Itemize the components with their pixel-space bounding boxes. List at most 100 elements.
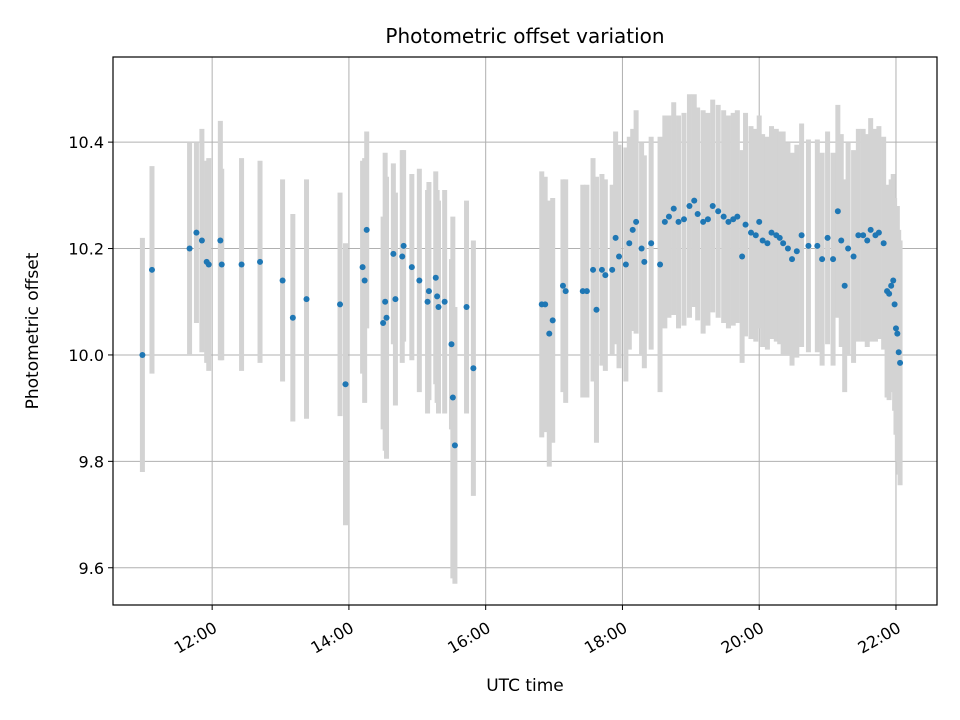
- data-point: [725, 218, 732, 225]
- data-point: [776, 234, 783, 241]
- data-point: [657, 261, 664, 268]
- data-point: [742, 221, 749, 228]
- data-point: [432, 274, 439, 281]
- data-point: [864, 237, 871, 244]
- data-point: [704, 216, 711, 223]
- data-point: [629, 226, 636, 233]
- data-point: [579, 288, 586, 295]
- data-point: [441, 298, 448, 305]
- data-point: [359, 264, 366, 271]
- data-point: [891, 301, 898, 308]
- data-point: [780, 240, 787, 247]
- data-point: [768, 229, 775, 236]
- data-point: [888, 282, 895, 289]
- data-point: [748, 229, 755, 236]
- data-point: [814, 242, 821, 249]
- chart-title: Photometric offset variation: [385, 24, 664, 48]
- data-point: [279, 277, 286, 284]
- data-point: [892, 325, 899, 332]
- data-point: [435, 304, 442, 311]
- data-point: [609, 266, 616, 273]
- data-point: [648, 240, 655, 247]
- data-point: [890, 277, 897, 284]
- data-point: [700, 218, 707, 225]
- data-point: [715, 208, 722, 215]
- data-point: [400, 242, 407, 249]
- plot-frame: [112, 56, 938, 606]
- y-tick-label: 10.4: [68, 133, 104, 152]
- data-point: [392, 296, 399, 303]
- data-point: [148, 266, 155, 273]
- data-point: [562, 288, 569, 295]
- y-tick-label: 9.6: [79, 559, 104, 578]
- data-point: [205, 261, 212, 268]
- data-point: [855, 232, 862, 239]
- data-point: [894, 330, 901, 337]
- data-point: [408, 264, 415, 271]
- data-point: [850, 253, 857, 260]
- data-point: [424, 298, 431, 305]
- data-point: [764, 240, 771, 247]
- data-point: [841, 282, 848, 289]
- data-point: [612, 234, 619, 241]
- data-point: [805, 242, 812, 249]
- data-point: [139, 351, 146, 358]
- data-point: [593, 306, 600, 313]
- data-point: [382, 298, 389, 305]
- data-point: [819, 256, 826, 263]
- y-axis-ticks: 9.6 9.8 10.0 10.2 10.4: [68, 133, 113, 578]
- data-point: [641, 258, 648, 265]
- data-point: [218, 261, 225, 268]
- data-point: [739, 253, 746, 260]
- data-point: [875, 229, 882, 236]
- data-point: [193, 229, 200, 236]
- data-point: [752, 232, 759, 239]
- data-point: [363, 226, 370, 233]
- data-point: [257, 258, 264, 265]
- data-point: [383, 314, 390, 321]
- data-point: [451, 442, 458, 449]
- data-point: [448, 341, 455, 348]
- data-point: [198, 237, 205, 244]
- data-point: [399, 253, 406, 260]
- data-point: [626, 240, 633, 247]
- data-point: [361, 277, 368, 284]
- y-tick-label: 10.2: [68, 240, 104, 259]
- data-point: [434, 293, 441, 300]
- x-axis-label: UTC time: [486, 676, 564, 696]
- data-point: [838, 237, 845, 244]
- data-point: [633, 218, 640, 225]
- data-point: [590, 266, 597, 273]
- data-point: [303, 296, 310, 303]
- data-point: [670, 205, 677, 212]
- data-point: [425, 288, 432, 295]
- y-axis-label: Photometric offset: [23, 252, 43, 409]
- data-point: [337, 301, 344, 308]
- data-point: [416, 277, 423, 284]
- data-point: [622, 261, 629, 268]
- data-point: [342, 381, 349, 388]
- data-point: [895, 349, 902, 356]
- data-point: [734, 213, 741, 220]
- data-point: [694, 210, 701, 217]
- data-point: [616, 253, 623, 260]
- data-point: [830, 256, 837, 263]
- y-tick-label: 9.8: [79, 452, 104, 471]
- data-point: [583, 288, 590, 295]
- data-point: [463, 304, 470, 311]
- data-point: [186, 245, 193, 252]
- data-point: [789, 256, 796, 263]
- data-point: [289, 314, 296, 321]
- data-point: [834, 208, 841, 215]
- data-point: [860, 232, 867, 239]
- data-point: [470, 365, 477, 372]
- data-point: [546, 330, 553, 337]
- data-point: [238, 261, 245, 268]
- data-point: [449, 394, 456, 401]
- data-point: [549, 317, 556, 324]
- data-point: [390, 250, 397, 257]
- data-point: [867, 226, 874, 233]
- data-point: [680, 216, 687, 223]
- data-point: [756, 218, 763, 225]
